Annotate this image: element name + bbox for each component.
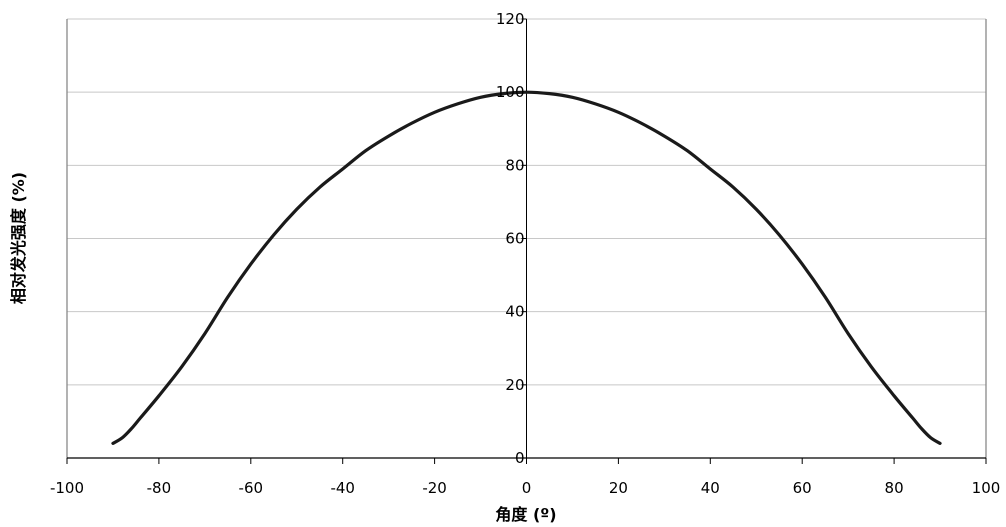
x-tick-label-80: 80	[885, 479, 904, 497]
x-axis-title: 角度 (º)	[495, 505, 556, 524]
y-tick-label-40: 40	[505, 303, 524, 321]
y-tick-label-20: 20	[505, 376, 524, 394]
y-tick-label-100: 100	[496, 83, 525, 101]
x-tick-label--40: -40	[330, 479, 355, 497]
tick-labels: -100 -80 -60 -40 -20 0 20 40 60 80 100 0 20 40 60 80 100…	[50, 10, 1000, 497]
x-tick-label--80: -80	[147, 479, 172, 497]
x-tick-label-40: 40	[701, 479, 720, 497]
series-layer	[111, 90, 942, 445]
x-tick-label--20: -20	[422, 479, 447, 497]
x-tick-label-60: 60	[793, 479, 812, 497]
y-tick-label-60: 60	[505, 230, 524, 248]
x-tick-label-20: 20	[609, 479, 628, 497]
x-tick-label-0: 0	[522, 479, 532, 497]
x-tick-label--60: -60	[239, 479, 264, 497]
y-tick-label-80: 80	[505, 156, 524, 174]
x-tick-label-100: 100	[972, 479, 1001, 497]
y-tick-label-0: 0	[515, 449, 525, 467]
series-line-0	[111, 90, 942, 445]
x-tick-label--100: -100	[50, 479, 84, 497]
axes	[66, 18, 987, 464]
y-tick-label-120: 120	[496, 10, 525, 28]
y-axis-title: 相对发光强度 (%)	[9, 172, 28, 304]
